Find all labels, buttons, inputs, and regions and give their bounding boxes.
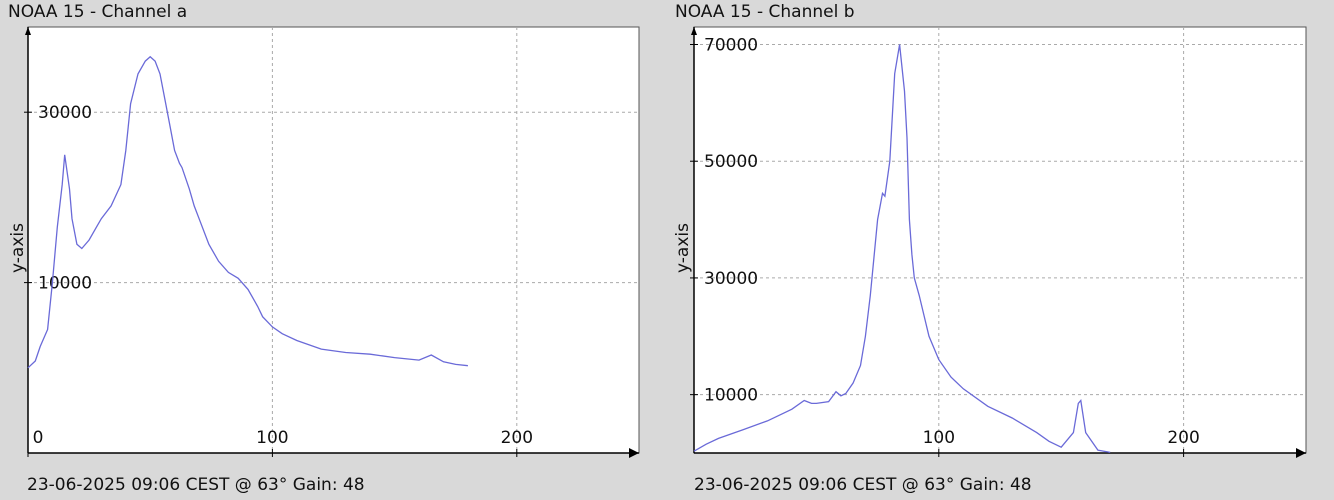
- x-tick-label: 200: [1167, 428, 1199, 448]
- y-axis-label: y-axis: [673, 223, 693, 273]
- plot-area: [693, 26, 1307, 454]
- y-tick-label: 30000: [38, 103, 92, 123]
- x-tick-label: 100: [923, 428, 955, 448]
- y-tick-label: 10000: [38, 274, 92, 294]
- chart-panel-b: NOAA 15 - Channel b 100 200 10000 30000 5000…: [667, 0, 1307, 500]
- y-tick-label: 70000: [704, 36, 758, 56]
- chart-title: NOAA 15 - Channel a: [8, 2, 188, 22]
- series-line: [693, 44, 1111, 454]
- y-tick-label: 10000: [704, 386, 758, 406]
- x-tick-label: 0: [33, 428, 44, 448]
- status-footer: 23-06-2025 09:06 CEST @ 63° Gain: 48: [27, 475, 365, 495]
- x-axis-arrow: [1296, 448, 1306, 458]
- chart-panel-a: NOAA 15 - Channel a 0 100 200 10000 30000 y-…: [0, 0, 640, 500]
- series-line: [27, 55, 468, 369]
- status-footer: 23-06-2025 09:06 CEST @ 63° Gain: 48: [694, 475, 1032, 495]
- y-axis-arrow: [691, 27, 697, 35]
- x-axis-arrow: [629, 448, 639, 458]
- y-tick-label: 30000: [704, 269, 758, 289]
- x-tick-label: 200: [501, 428, 533, 448]
- y-tick-label: 50000: [704, 152, 758, 172]
- chart-title: NOAA 15 - Channel b: [675, 2, 855, 22]
- chart-plot-b: 100 200 10000 30000 50000 70000: [690, 26, 1307, 458]
- plot-area: [27, 26, 640, 454]
- chart-plot-a: 0 100 200 10000 30000: [24, 26, 640, 458]
- y-axis-label: y-axis: [8, 223, 28, 273]
- y-axis-arrow: [25, 27, 31, 35]
- x-tick-label: 100: [256, 428, 288, 448]
